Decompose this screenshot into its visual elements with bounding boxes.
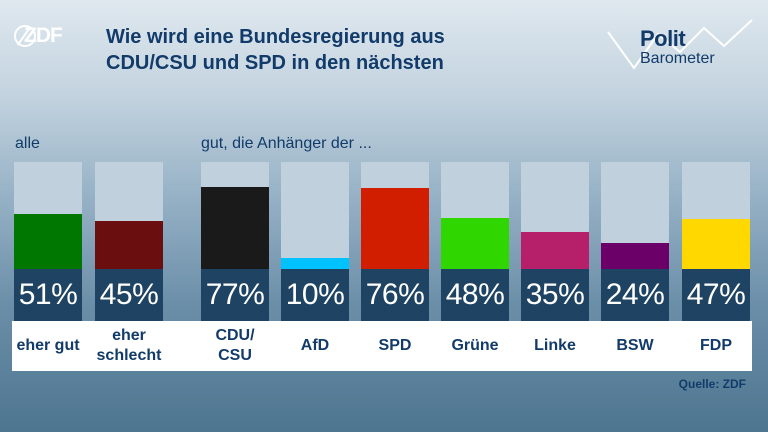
zdf-logo: ZDF	[14, 24, 63, 48]
section-label-supporters: gut, die Anhänger der ...	[201, 135, 372, 152]
category-label-linke: Linke	[534, 337, 576, 354]
bar-eher-gut	[14, 214, 82, 269]
bar-spd	[361, 187, 429, 269]
title-line-2: CDU/CSU und SPD in den nächsten	[106, 52, 444, 74]
bar-track	[281, 162, 349, 269]
bar-bsw	[601, 243, 669, 269]
brand-line-2: Barometer	[640, 50, 715, 67]
category-label-spd: SPD	[378, 337, 412, 354]
category-label-eher-schlecht: eher schlecht	[96, 327, 162, 364]
category-label-afd: AfD	[300, 337, 330, 354]
bar-track	[14, 162, 82, 269]
bar-eher-schlecht	[95, 220, 163, 269]
category-label-fdp: FDP	[700, 337, 732, 354]
category-label-cdu-csu: CDU/ CSU	[215, 327, 255, 364]
value-label-bsw: 24%	[601, 269, 669, 321]
value-label-spd: 76%	[361, 269, 429, 321]
brand-line-1: Polit	[640, 26, 686, 51]
politbarometer-logo: Polit Barometer	[606, 16, 756, 86]
bar-linke	[521, 231, 589, 269]
category-label-eher-gut: eher gut	[16, 337, 80, 354]
bar-track	[682, 162, 750, 269]
chart-title: Wie wird eine Bundesregierung aus CDU/CS…	[106, 24, 546, 76]
value-label-linke: 35%	[521, 269, 589, 321]
category-label-strip: eher gut eher schlecht CDU/ CSU AfD SPD Grüne…	[12, 321, 752, 371]
bar-track	[361, 162, 429, 269]
politbarometer-zigzag-icon	[607, 19, 753, 70]
section-label-all: alle	[15, 135, 40, 152]
bar-grüne	[441, 217, 509, 269]
title-line-1: Wie wird eine Bundesregierung aus	[106, 26, 445, 48]
value-label-eher-schlecht: 45%	[95, 269, 163, 321]
value-label-fdp: 47%	[682, 269, 750, 321]
bar-afd	[281, 258, 349, 269]
value-label-eher-gut: 51%	[14, 269, 82, 321]
value-label-afd: 10%	[281, 269, 349, 321]
bar-track	[441, 162, 509, 269]
bar-track	[95, 162, 163, 269]
category-label-bsw: BSW	[616, 337, 654, 354]
bar-track	[601, 162, 669, 269]
category-label-grüne: Grüne	[451, 337, 499, 354]
value-label-grüne: 48%	[441, 269, 509, 321]
bar-track	[201, 162, 269, 269]
bar-cdu-csu	[201, 186, 269, 269]
source-note: Quelle: ZDF	[678, 377, 746, 391]
bar-fdp	[682, 218, 750, 269]
zdf-logo-icon	[14, 25, 36, 47]
value-label-cdu-csu: 77%	[201, 269, 269, 321]
bar-track	[521, 162, 589, 269]
